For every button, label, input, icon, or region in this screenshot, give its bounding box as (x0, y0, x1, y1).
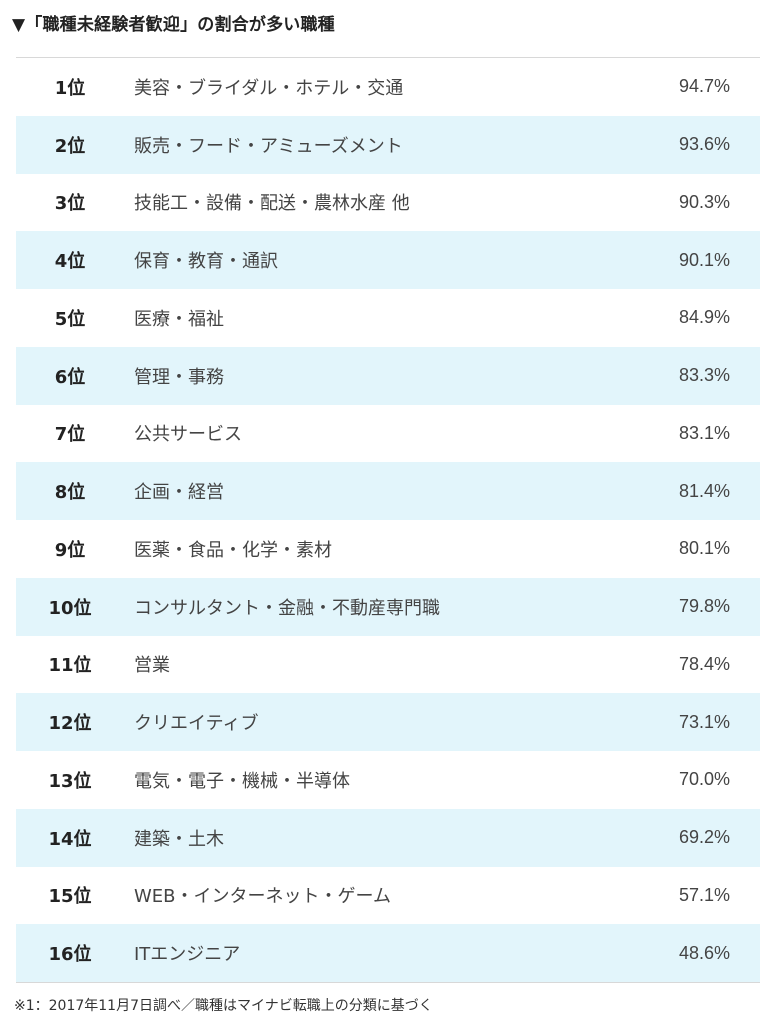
table-row: 2位 販売・フード・アミューズメント 93.6% (16, 115, 760, 174)
job-category-cell: 建築・土木 (134, 828, 224, 850)
percent-cell: 84.9% (678, 307, 730, 328)
percent-cell: 57.1% (678, 884, 730, 905)
table-row: 13位 電気・電子・機械・半導体 70.0% (16, 751, 760, 809)
page-title: ▼「職種未経験者歓迎」の割合が多い職種 (12, 15, 335, 35)
rank-cell: 10位 (48, 597, 92, 619)
table-row: 5位 医療・福祉 84.9% (16, 289, 760, 347)
rank-cell: 2位 (54, 135, 86, 157)
table-row: 15位 WEB・インターネット・ゲーム 57.1% (16, 867, 760, 925)
table-row: 9位 医薬・食品・化学・素材 80.1% (16, 520, 760, 578)
percent-cell: 78.4% (678, 653, 730, 674)
table-row: 3位 技能工・設備・配送・農林水産 他 90.3% (16, 174, 760, 232)
table-row: 1位 美容・ブライダル・ホテル・交通 94.7% (16, 58, 760, 116)
rank-cell: 15位 (48, 886, 92, 908)
rank-cell: 13位 (48, 770, 92, 792)
table-row: 14位 建築・土木 69.2% (16, 808, 760, 867)
rank-cell: 11位 (48, 655, 92, 677)
percent-cell: 79.8% (678, 596, 730, 617)
table-row: 6位 管理・事務 83.3% (16, 346, 760, 405)
percent-cell: 83.3% (678, 365, 730, 386)
percent-cell: 90.1% (678, 249, 730, 270)
job-category-cell: 保育・教育・通訳 (134, 251, 278, 273)
table-row: 7位 公共サービス 83.1% (16, 405, 760, 463)
job-category-cell: 販売・フード・アミューズメント (134, 135, 403, 157)
job-category-cell: クリエイティブ (134, 713, 259, 735)
job-category-cell: コンサルタント・金融・不動産専門職 (134, 597, 440, 619)
rank-cell: 6位 (54, 366, 86, 388)
job-category-cell: 公共サービス (134, 424, 242, 446)
job-category-cell: 医療・福祉 (134, 308, 224, 330)
job-category-cell: WEB・インターネット・ゲーム (134, 886, 391, 908)
table-row: 11位 営業 78.4% (16, 636, 760, 694)
percent-cell: 94.7% (678, 76, 730, 97)
rank-cell: 5位 (54, 308, 86, 330)
job-category-cell: 技能工・設備・配送・農林水産 他 (134, 193, 410, 215)
rank-cell: 12位 (48, 713, 92, 735)
rank-cell: 7位 (54, 424, 86, 446)
job-category-cell: 営業 (134, 655, 170, 677)
rank-cell: 8位 (54, 482, 86, 504)
table-row: 4位 保育・教育・通訳 90.1% (16, 231, 760, 289)
rank-cell: 9位 (54, 539, 86, 561)
job-category-cell: 企画・経営 (134, 482, 224, 504)
percent-cell: 83.1% (678, 422, 730, 443)
job-category-cell: 管理・事務 (134, 366, 224, 388)
percent-cell: 70.0% (678, 769, 730, 790)
job-category-cell: 美容・ブライダル・ホテル・交通 (134, 77, 404, 99)
table-row: 10位 コンサルタント・金融・不動産専門職 79.8% (16, 577, 760, 636)
footnote: ※1：2017年11月7日調べ／職種はマイナビ転職上の分類に基づく (14, 998, 433, 1014)
table-row: 16位 ITエンジニア 48.6% (16, 924, 760, 982)
percent-cell: 93.6% (678, 134, 730, 155)
rank-cell: 4位 (54, 251, 86, 273)
job-category-cell: 医薬・食品・化学・素材 (134, 539, 332, 561)
percent-cell: 90.3% (678, 191, 730, 212)
percent-cell: 73.1% (678, 711, 730, 732)
rank-cell: 16位 (48, 944, 92, 966)
percent-cell: 81.4% (678, 480, 730, 501)
ranking-table: 1位 美容・ブライダル・ホテル・交通 94.7% 2位 販売・フード・アミューズ… (16, 57, 760, 983)
percent-cell: 48.6% (678, 942, 730, 963)
table-row: 8位 企画・経営 81.4% (16, 462, 760, 520)
table-row: 12位 クリエイティブ 73.1% (16, 693, 760, 751)
percent-cell: 69.2% (678, 827, 730, 848)
rank-cell: 3位 (54, 193, 86, 215)
job-category-cell: ITエンジニア (134, 944, 241, 966)
rank-cell: 14位 (48, 828, 92, 850)
percent-cell: 80.1% (678, 538, 730, 559)
job-category-cell: 電気・電子・機械・半導体 (134, 770, 350, 792)
rank-cell: 1位 (54, 77, 86, 99)
